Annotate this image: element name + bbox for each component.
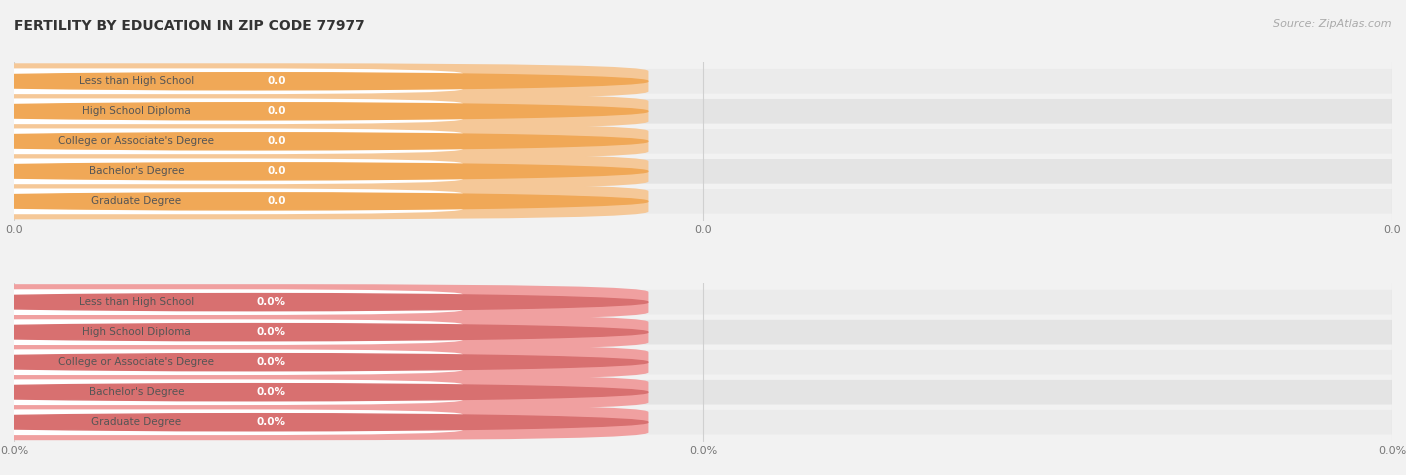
FancyBboxPatch shape	[0, 314, 648, 350]
Text: Less than High School: Less than High School	[79, 297, 194, 307]
Text: FERTILITY BY EDUCATION IN ZIP CODE 77977: FERTILITY BY EDUCATION IN ZIP CODE 77977	[14, 19, 364, 33]
FancyBboxPatch shape	[14, 410, 1392, 435]
Text: College or Associate's Degree: College or Associate's Degree	[59, 136, 215, 146]
FancyBboxPatch shape	[14, 189, 1392, 214]
Circle shape	[0, 294, 648, 311]
Circle shape	[0, 103, 648, 120]
Text: 0.0%: 0.0%	[256, 327, 285, 337]
FancyBboxPatch shape	[0, 68, 463, 94]
FancyBboxPatch shape	[0, 349, 463, 375]
Text: Less than High School: Less than High School	[79, 76, 194, 86]
FancyBboxPatch shape	[0, 289, 463, 315]
Circle shape	[0, 384, 648, 401]
Text: 0.0: 0.0	[267, 136, 285, 146]
Text: Source: ZipAtlas.com: Source: ZipAtlas.com	[1274, 19, 1392, 29]
FancyBboxPatch shape	[0, 159, 463, 184]
FancyBboxPatch shape	[0, 153, 648, 190]
FancyBboxPatch shape	[0, 124, 648, 159]
FancyBboxPatch shape	[14, 290, 1392, 314]
Circle shape	[0, 73, 648, 90]
FancyBboxPatch shape	[0, 344, 648, 380]
Circle shape	[0, 193, 648, 210]
Text: 0.0: 0.0	[267, 166, 285, 176]
FancyBboxPatch shape	[14, 320, 1392, 344]
Text: Bachelor's Degree: Bachelor's Degree	[89, 166, 184, 176]
FancyBboxPatch shape	[0, 98, 463, 124]
FancyBboxPatch shape	[0, 374, 648, 410]
FancyBboxPatch shape	[0, 189, 463, 214]
Circle shape	[0, 353, 648, 371]
FancyBboxPatch shape	[0, 63, 648, 99]
FancyBboxPatch shape	[0, 128, 463, 154]
Text: 0.0: 0.0	[267, 76, 285, 86]
Text: 0.0: 0.0	[267, 106, 285, 116]
FancyBboxPatch shape	[0, 284, 648, 320]
FancyBboxPatch shape	[0, 93, 648, 129]
Text: College or Associate's Degree: College or Associate's Degree	[59, 357, 215, 367]
Circle shape	[0, 323, 648, 341]
FancyBboxPatch shape	[0, 404, 648, 440]
Circle shape	[0, 414, 648, 431]
Circle shape	[0, 133, 648, 150]
Text: High School Diploma: High School Diploma	[82, 327, 191, 337]
Text: 0.0%: 0.0%	[256, 417, 285, 427]
Text: Graduate Degree: Graduate Degree	[91, 417, 181, 427]
Text: 0.0%: 0.0%	[256, 357, 285, 367]
Text: High School Diploma: High School Diploma	[82, 106, 191, 116]
FancyBboxPatch shape	[0, 183, 648, 219]
FancyBboxPatch shape	[0, 319, 463, 345]
FancyBboxPatch shape	[0, 380, 463, 405]
FancyBboxPatch shape	[14, 129, 1392, 153]
Text: Bachelor's Degree: Bachelor's Degree	[89, 387, 184, 397]
FancyBboxPatch shape	[14, 380, 1392, 405]
FancyBboxPatch shape	[0, 409, 463, 435]
FancyBboxPatch shape	[14, 350, 1392, 374]
FancyBboxPatch shape	[14, 159, 1392, 184]
Text: 0.0%: 0.0%	[256, 297, 285, 307]
Circle shape	[0, 163, 648, 180]
Text: 0.0%: 0.0%	[256, 387, 285, 397]
FancyBboxPatch shape	[14, 99, 1392, 124]
Text: 0.0: 0.0	[267, 196, 285, 206]
Text: Graduate Degree: Graduate Degree	[91, 196, 181, 206]
FancyBboxPatch shape	[14, 69, 1392, 94]
